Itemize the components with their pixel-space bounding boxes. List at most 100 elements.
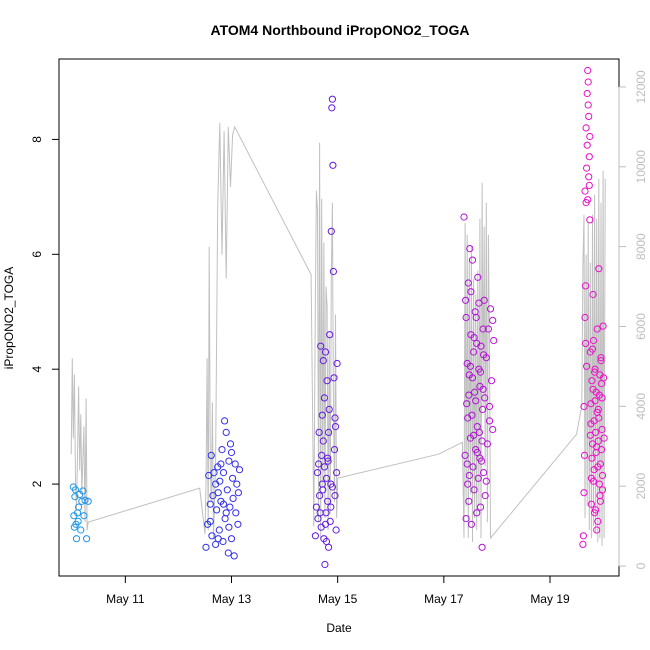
data-point <box>589 336 598 345</box>
data-point <box>484 325 492 333</box>
y-axis-label: iPropONO2_TOGA <box>2 267 16 369</box>
data-point <box>591 365 599 373</box>
data-point <box>316 509 324 517</box>
x-axis-label: Date <box>326 621 352 635</box>
data-point <box>489 316 497 324</box>
data-point <box>598 471 607 480</box>
data-point <box>579 532 588 540</box>
data-point <box>318 480 326 488</box>
y2-tick-label: 4000 <box>634 393 648 420</box>
data-point <box>591 368 599 376</box>
y-tick-label: 6 <box>30 251 44 258</box>
data-point <box>322 474 331 482</box>
data-point <box>595 414 603 422</box>
data-point <box>585 173 593 181</box>
data-point <box>583 362 591 370</box>
data-point <box>464 414 472 422</box>
data-point <box>77 526 85 534</box>
data-point <box>474 474 482 482</box>
data-point <box>588 345 597 353</box>
data-point <box>219 500 228 508</box>
data-point <box>584 196 592 204</box>
data-point <box>329 161 337 169</box>
data-point <box>475 299 483 307</box>
data-point <box>586 431 594 439</box>
data-point <box>594 517 602 526</box>
data-point <box>233 480 241 488</box>
data-point <box>481 492 489 500</box>
data-point <box>215 526 223 534</box>
data-point <box>331 414 339 422</box>
data-point <box>587 420 595 428</box>
data-point <box>481 394 489 402</box>
data-point <box>596 460 605 468</box>
data-point <box>312 503 320 511</box>
data-point <box>325 543 333 551</box>
data-point <box>483 440 491 448</box>
data-point <box>328 95 336 103</box>
plot-frame <box>58 58 620 577</box>
data-point <box>324 497 332 505</box>
data-point <box>212 540 220 549</box>
data-point <box>589 477 598 485</box>
data-point <box>205 471 213 480</box>
data-point <box>593 443 601 451</box>
data-point <box>584 101 592 109</box>
data-point <box>581 313 589 322</box>
data-point <box>592 506 600 514</box>
data-point <box>315 428 323 436</box>
data-point <box>480 351 488 359</box>
data-point <box>466 245 474 253</box>
data-point <box>81 496 89 504</box>
data-point <box>490 336 498 345</box>
data-point <box>467 520 475 528</box>
data-point <box>465 497 473 505</box>
data-point <box>221 417 229 425</box>
data-point <box>209 492 217 500</box>
data-point <box>482 477 490 485</box>
data-point <box>227 448 236 457</box>
data-point <box>318 411 326 419</box>
data-point <box>596 492 604 500</box>
data-point <box>595 265 603 273</box>
data-point <box>579 540 587 549</box>
data-point <box>583 89 591 98</box>
data-point <box>462 515 470 523</box>
data-points-layer <box>69 66 608 569</box>
data-point <box>323 377 331 385</box>
data-point <box>485 402 494 411</box>
data-point <box>470 486 478 494</box>
altitude-line <box>70 122 606 547</box>
data-point <box>489 425 497 434</box>
data-point <box>231 460 239 468</box>
data-point <box>488 377 496 385</box>
data-point <box>591 397 599 405</box>
data-point <box>582 124 590 132</box>
data-point <box>476 454 484 462</box>
data-point <box>597 357 605 365</box>
data-point <box>74 517 82 526</box>
data-point <box>460 213 468 221</box>
data-point <box>480 469 488 477</box>
data-point <box>468 256 477 264</box>
data-point <box>463 460 471 468</box>
data-point <box>226 440 235 448</box>
data-point <box>475 428 483 436</box>
data-point <box>83 535 91 543</box>
data-point <box>600 434 608 442</box>
data-point <box>582 282 590 290</box>
data-point <box>317 342 325 350</box>
data-point <box>71 486 80 494</box>
data-point <box>469 463 477 471</box>
data-point <box>328 104 336 112</box>
data-point <box>479 405 487 413</box>
data-point <box>581 187 589 195</box>
data-point <box>331 492 339 500</box>
data-point <box>468 374 477 382</box>
data-point <box>329 267 337 276</box>
data-point <box>223 486 231 494</box>
data-point <box>206 500 214 508</box>
data-point <box>479 325 487 333</box>
data-point <box>600 374 608 382</box>
